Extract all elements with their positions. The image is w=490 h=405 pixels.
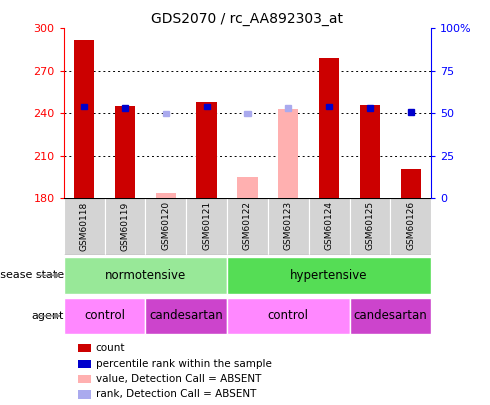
Bar bbox=[227, 257, 431, 294]
Text: control: control bbox=[84, 309, 125, 322]
Text: candesartan: candesartan bbox=[353, 309, 427, 322]
Text: count: count bbox=[96, 343, 125, 353]
Text: control: control bbox=[268, 309, 309, 322]
Bar bbox=[278, 109, 298, 198]
Text: GSM60120: GSM60120 bbox=[161, 201, 171, 250]
Text: candesartan: candesartan bbox=[149, 309, 223, 322]
Bar bbox=[285, 105, 292, 111]
Text: GSM60119: GSM60119 bbox=[121, 201, 129, 251]
Bar bbox=[81, 104, 87, 109]
Bar bbox=[196, 102, 217, 198]
Bar bbox=[64, 257, 227, 294]
Text: GSM60124: GSM60124 bbox=[324, 201, 334, 250]
Bar bbox=[156, 193, 176, 198]
Bar bbox=[245, 111, 250, 116]
Bar bbox=[227, 198, 268, 255]
Text: GSM60125: GSM60125 bbox=[366, 201, 374, 250]
Bar bbox=[309, 198, 349, 255]
Text: GSM60123: GSM60123 bbox=[284, 201, 293, 250]
Bar bbox=[268, 198, 309, 255]
Bar bbox=[146, 298, 227, 334]
Bar bbox=[186, 198, 227, 255]
Bar bbox=[360, 105, 380, 198]
Bar bbox=[319, 58, 339, 198]
Bar bbox=[104, 198, 146, 255]
Text: GSM60121: GSM60121 bbox=[202, 201, 211, 250]
Text: agent: agent bbox=[31, 311, 64, 321]
Bar bbox=[122, 105, 128, 111]
Bar bbox=[401, 168, 421, 198]
Bar bbox=[203, 104, 210, 109]
Text: normotensive: normotensive bbox=[105, 269, 186, 282]
Text: rank, Detection Call = ABSENT: rank, Detection Call = ABSENT bbox=[96, 390, 256, 399]
Bar bbox=[391, 198, 431, 255]
Text: value, Detection Call = ABSENT: value, Detection Call = ABSENT bbox=[96, 374, 261, 384]
Bar bbox=[146, 198, 186, 255]
Text: disease state: disease state bbox=[0, 271, 64, 280]
Bar bbox=[349, 198, 391, 255]
Title: GDS2070 / rc_AA892303_at: GDS2070 / rc_AA892303_at bbox=[151, 12, 343, 26]
Bar bbox=[163, 111, 169, 116]
Bar bbox=[349, 298, 431, 334]
Bar bbox=[227, 298, 349, 334]
Bar bbox=[115, 107, 135, 198]
Bar bbox=[326, 104, 332, 109]
Text: GSM60126: GSM60126 bbox=[406, 201, 416, 250]
Bar bbox=[237, 177, 258, 198]
Text: GSM60118: GSM60118 bbox=[79, 201, 89, 251]
Bar bbox=[408, 109, 414, 115]
Bar bbox=[367, 105, 373, 111]
Bar bbox=[64, 198, 104, 255]
Bar bbox=[74, 40, 94, 198]
Text: GSM60122: GSM60122 bbox=[243, 201, 252, 250]
Bar bbox=[64, 298, 146, 334]
Text: hypertensive: hypertensive bbox=[291, 269, 368, 282]
Text: percentile rank within the sample: percentile rank within the sample bbox=[96, 359, 271, 369]
